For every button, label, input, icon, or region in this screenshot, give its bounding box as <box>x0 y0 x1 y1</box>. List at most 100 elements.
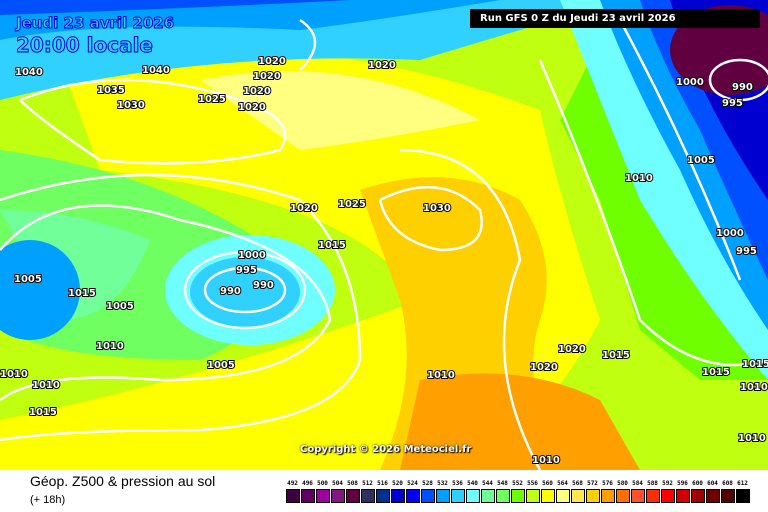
legend-swatch <box>420 489 435 503</box>
legend-item: 600 <box>690 480 705 503</box>
legend-item: 508 <box>345 480 360 503</box>
copyright: Copyright © 2026 Meteociel.fr <box>300 444 472 455</box>
legend-item: 592 <box>660 480 675 503</box>
legend-swatch <box>570 489 585 503</box>
legend-value: 548 <box>497 480 508 487</box>
isobar-label: 1015 <box>742 359 768 370</box>
legend-value: 528 <box>422 480 433 487</box>
legend-swatch <box>390 489 405 503</box>
legend-swatch <box>300 489 315 503</box>
legend-value: 604 <box>707 480 718 487</box>
legend-value: 540 <box>467 480 478 487</box>
isobar-label: 1015 <box>68 288 96 299</box>
isobar-label: 1020 <box>243 86 271 97</box>
legend-value: 600 <box>692 480 703 487</box>
legend-value: 532 <box>437 480 448 487</box>
isobar-label: 1020 <box>238 102 266 113</box>
isobar-label: 1010 <box>532 455 560 466</box>
legend-item: 556 <box>525 480 540 503</box>
legend-item: 516 <box>375 480 390 503</box>
isobar-label: 990 <box>253 280 274 291</box>
legend-swatch <box>480 489 495 503</box>
legend-value: 592 <box>662 480 673 487</box>
legend-swatch <box>330 489 345 503</box>
isobar-label: 1035 <box>97 85 125 96</box>
legend-swatch <box>540 489 555 503</box>
legend-item: 520 <box>390 480 405 503</box>
legend-item: 496 <box>300 480 315 503</box>
legend-value: 520 <box>392 480 403 487</box>
legend-value: 524 <box>407 480 418 487</box>
isobar-label: 1000 <box>238 250 266 261</box>
legend-swatch <box>615 489 630 503</box>
legend-item: 568 <box>570 480 585 503</box>
legend-value: 536 <box>452 480 463 487</box>
legend-value: 608 <box>722 480 733 487</box>
legend-swatch <box>630 489 645 503</box>
legend-item: 540 <box>465 480 480 503</box>
legend-item: 524 <box>405 480 420 503</box>
isobar-label: 1020 <box>530 362 558 373</box>
isobar-label: 995 <box>736 246 757 257</box>
legend-swatch <box>405 489 420 503</box>
legend-value: 576 <box>602 480 613 487</box>
isobar-label: 1030 <box>117 100 145 111</box>
legend-item: 492 <box>285 480 300 503</box>
legend-item: 564 <box>555 480 570 503</box>
legend-value: 496 <box>302 480 313 487</box>
isobar-label: 1000 <box>716 228 744 239</box>
isobar-label: 995 <box>722 98 743 109</box>
legend-item: 528 <box>420 480 435 503</box>
legend-swatch <box>315 489 330 503</box>
legend-swatch <box>495 489 510 503</box>
legend-item: 544 <box>480 480 495 503</box>
isobar-label: 1025 <box>338 199 366 210</box>
legend-swatch <box>465 489 480 503</box>
legend-value: 584 <box>632 480 643 487</box>
forecast-time: 20:00 locale <box>16 33 154 58</box>
legend-value: 552 <box>512 480 523 487</box>
forecast-date: Jeudi 23 avril 2026 <box>15 14 175 33</box>
isobar-label: 1005 <box>14 274 42 285</box>
legend-item: 500 <box>315 480 330 503</box>
isobar-label: 1000 <box>676 77 704 88</box>
legend-value: 588 <box>647 480 658 487</box>
legend-swatch <box>345 489 360 503</box>
legend-item: 504 <box>330 480 345 503</box>
isobar-label: 1015 <box>318 240 346 251</box>
legend-swatch <box>585 489 600 503</box>
legend-value: 516 <box>377 480 388 487</box>
legend-value: 556 <box>527 480 538 487</box>
isobar-label: 1020 <box>368 60 396 71</box>
isobar-label: 1020 <box>558 344 586 355</box>
legend-value: 500 <box>317 480 328 487</box>
legend-item: 596 <box>675 480 690 503</box>
legend-value: 564 <box>557 480 568 487</box>
map-title: Géop. Z500 & pression au sol <box>30 473 216 489</box>
legend-item: 580 <box>615 480 630 503</box>
isobar-label: 1010 <box>625 173 653 184</box>
isobar-label: 995 <box>236 265 257 276</box>
legend-item: 604 <box>705 480 720 503</box>
legend-value: 512 <box>362 480 373 487</box>
legend-value: 560 <box>542 480 553 487</box>
isobar-label: 1010 <box>427 370 455 381</box>
isobar-label: 1010 <box>32 380 60 391</box>
isobar-label: 1010 <box>738 433 766 444</box>
legend-item: 532 <box>435 480 450 503</box>
color-legend: 492 496 500 504 508 512 516 520 524 528 532 536 540 5… <box>285 480 750 503</box>
legend-swatch <box>675 489 690 503</box>
legend-swatch <box>720 489 735 503</box>
legend-value: 544 <box>482 480 493 487</box>
legend-value: 612 <box>737 480 748 487</box>
legend-swatch <box>375 489 390 503</box>
legend-swatch <box>690 489 705 503</box>
legend-swatch <box>360 489 375 503</box>
legend-item: 612 <box>735 480 750 503</box>
legend-item: 548 <box>495 480 510 503</box>
legend-item: 588 <box>645 480 660 503</box>
legend-swatch <box>660 489 675 503</box>
isobar-label: 1010 <box>0 369 28 380</box>
legend-value: 572 <box>587 480 598 487</box>
legend-swatch <box>285 489 300 503</box>
